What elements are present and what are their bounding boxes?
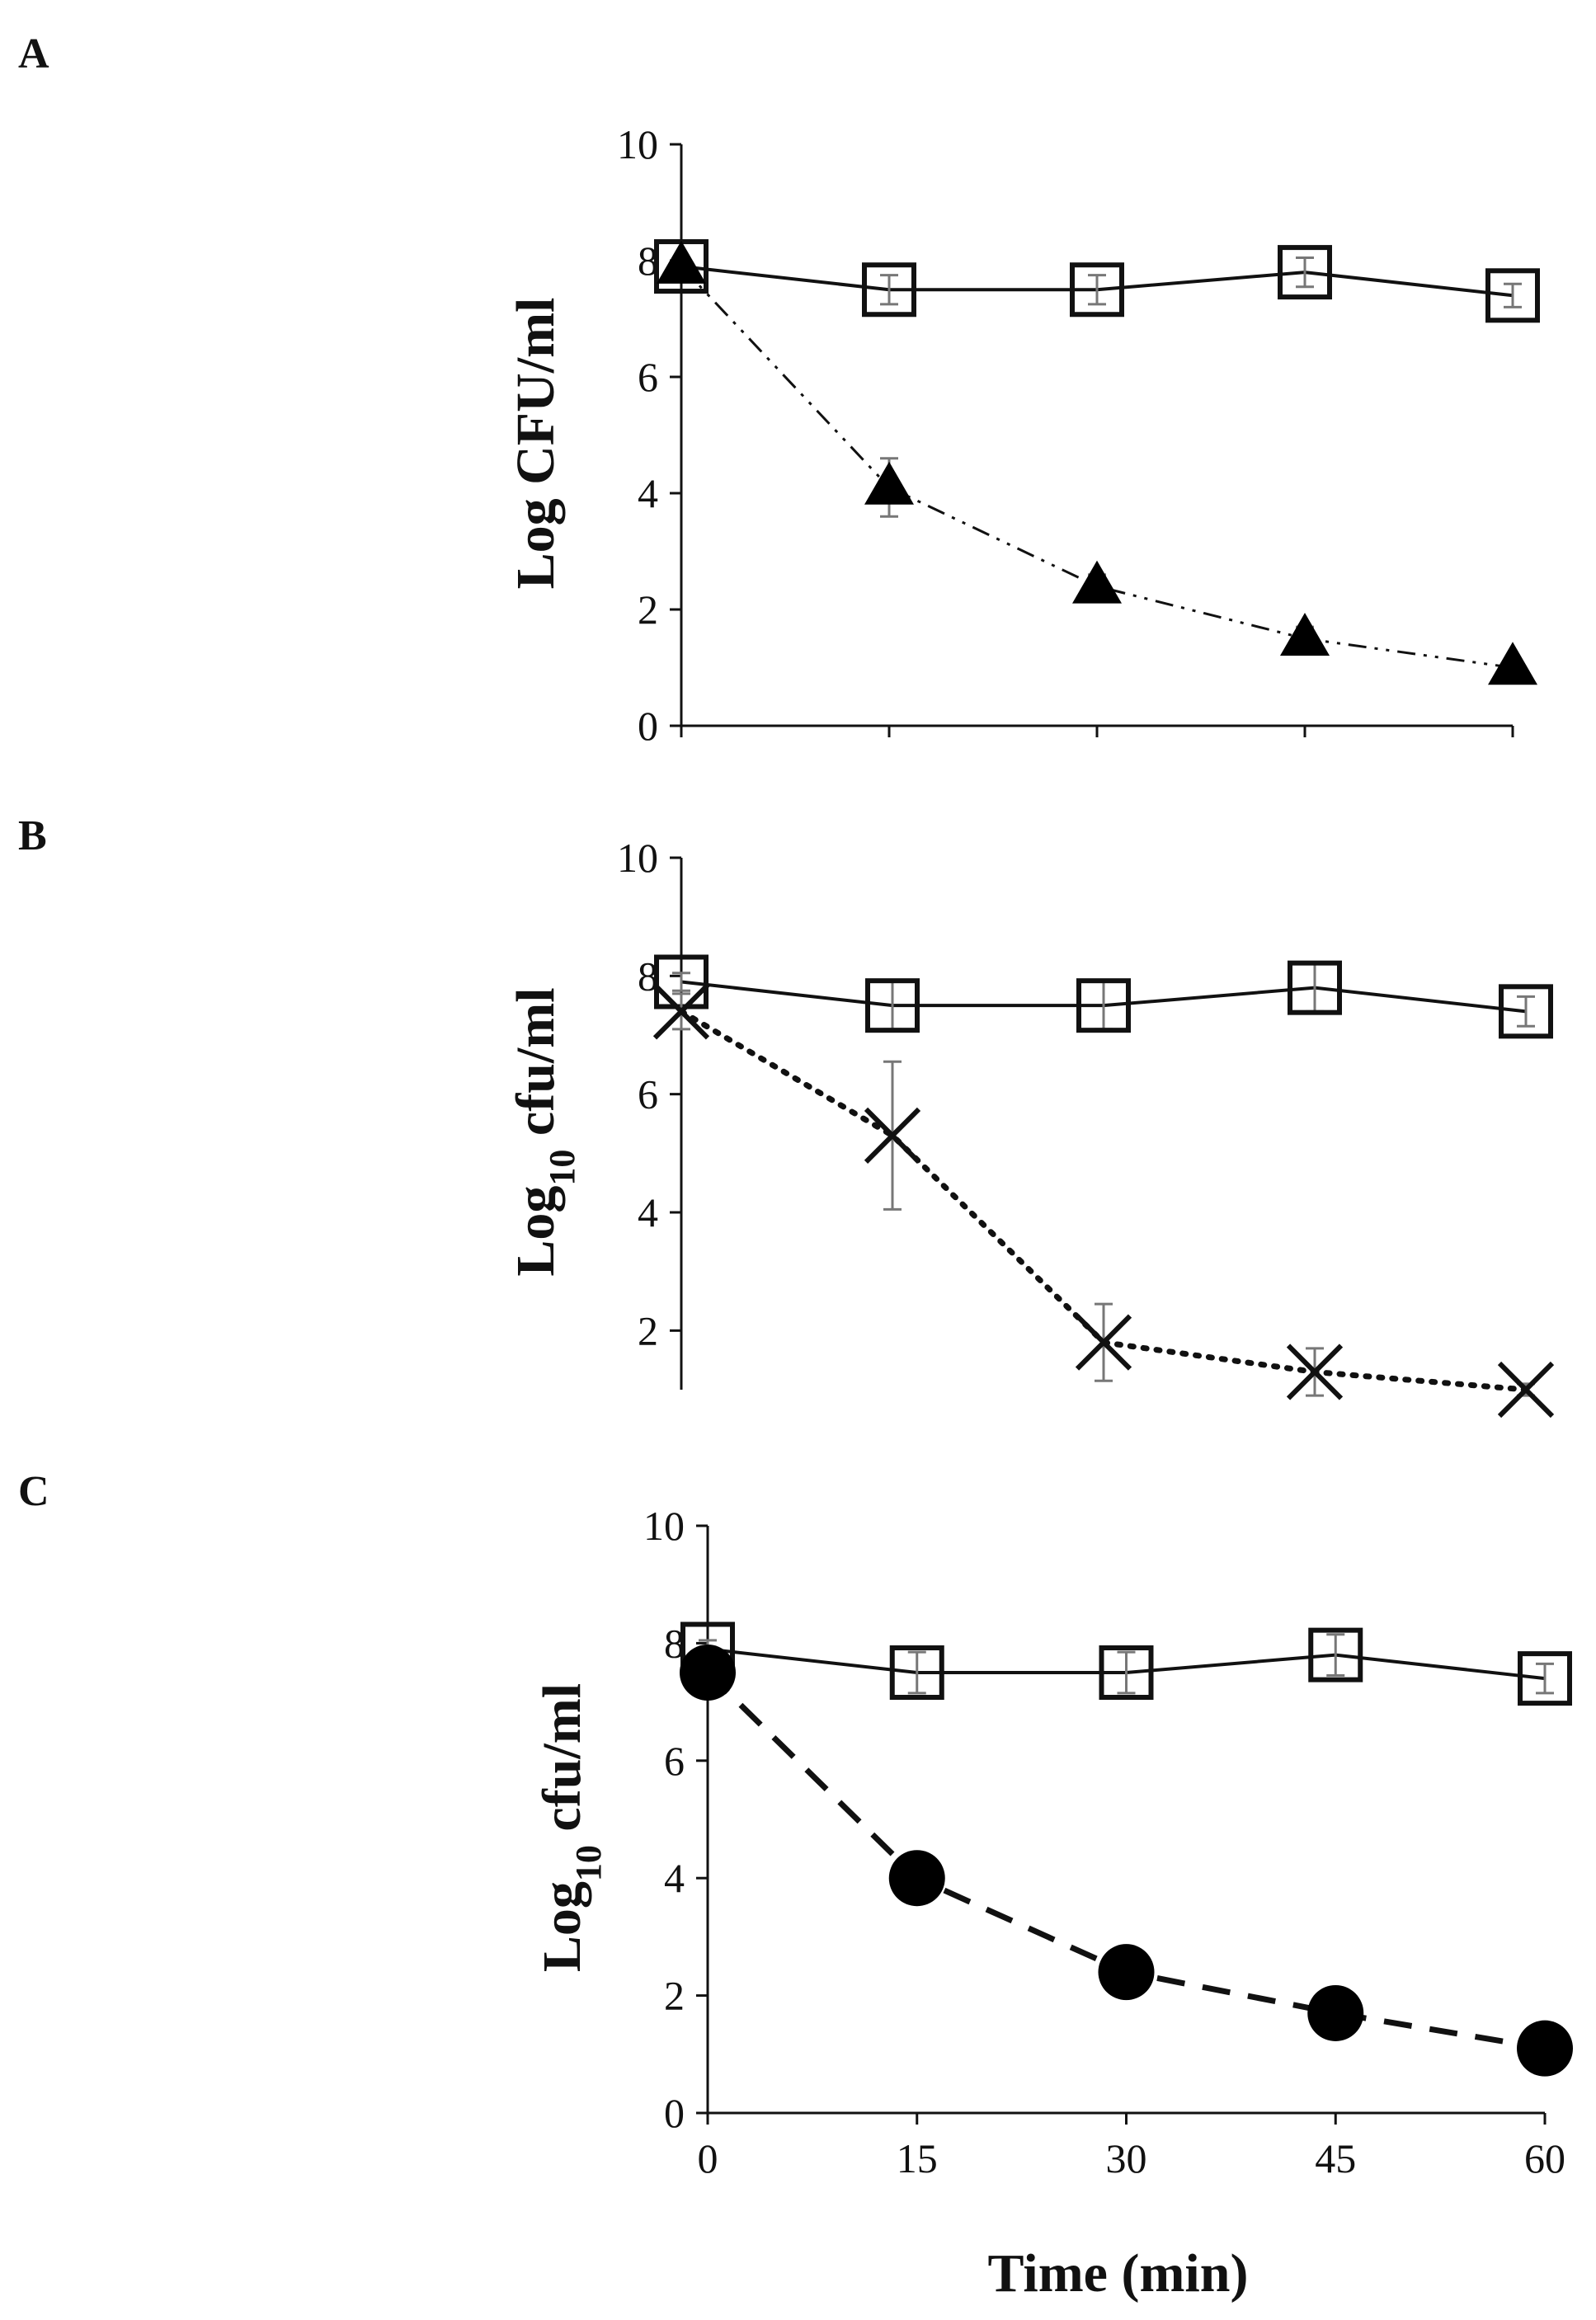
data-point-x xyxy=(1497,1361,1555,1419)
data-point-x xyxy=(1075,1314,1132,1371)
series-open-square xyxy=(680,1621,1572,1706)
data-point-circle xyxy=(888,1850,945,1907)
y-tick-label: 4 xyxy=(638,470,658,516)
data-point-square xyxy=(865,978,920,1033)
x-axis-label: Time (min) xyxy=(988,2243,1249,2304)
x-tick-label: 15 xyxy=(897,2135,938,2181)
y-axis-label-unit: cfu/ml xyxy=(506,987,566,1149)
data-point-square xyxy=(1499,984,1553,1039)
y-axis-label-subscript: 10 xyxy=(568,1845,609,1881)
panel-letter: B xyxy=(18,812,47,859)
y-tick-label: 10 xyxy=(617,121,658,167)
data-point-square xyxy=(1518,1651,1572,1706)
y-axis-label: Log10 cfu/ml xyxy=(506,987,582,1276)
y-axis-label-unit: cfu/ml xyxy=(532,1683,592,1845)
series-line xyxy=(680,266,1514,669)
y-axis-label-main: Log xyxy=(506,1186,566,1277)
y-tick-label: 2 xyxy=(664,1973,685,2019)
y-axis-label: Log CFU/ml xyxy=(506,298,566,590)
y-tick-label: 10 xyxy=(617,835,658,881)
y-axis-label-subscript: 10 xyxy=(542,1150,582,1186)
x-tick-label: 60 xyxy=(1524,2135,1565,2181)
data-point-square xyxy=(889,1645,944,1700)
series-open-square xyxy=(654,954,1553,1039)
data-point-x xyxy=(652,983,710,1040)
data-point-triangle xyxy=(657,240,706,284)
data-point-triangle xyxy=(864,461,914,505)
y-tick-label: 6 xyxy=(638,1071,658,1118)
data-point-circle xyxy=(680,1645,736,1701)
x-tick-label: 45 xyxy=(1315,2135,1356,2181)
series-filled-circle xyxy=(680,1645,1573,2077)
data-point-triangle xyxy=(1072,560,1122,604)
y-axis-label: Log10 cfu/ml xyxy=(532,1683,609,1972)
series-x xyxy=(652,983,1555,1419)
y-tick-label: 0 xyxy=(638,703,658,749)
y-tick-label: 4 xyxy=(664,1855,685,1901)
data-point-square xyxy=(1278,245,1332,300)
series-open-square xyxy=(654,239,1540,323)
data-point-square xyxy=(1485,268,1540,323)
data-point-triangle xyxy=(1488,642,1537,685)
panel-letter: A xyxy=(18,31,49,78)
data-point-circle xyxy=(1517,2020,1573,2077)
data-point-square xyxy=(1099,1645,1154,1700)
x-tick-label: 0 xyxy=(698,2135,718,2181)
data-point-square xyxy=(862,262,916,318)
data-point-triangle xyxy=(1280,613,1330,656)
data-point-circle xyxy=(1307,1984,1364,2041)
data-point-circle xyxy=(1098,1944,1155,2001)
data-point-square xyxy=(1076,978,1131,1033)
y-tick-label: 6 xyxy=(664,1738,685,1784)
x-tick-label: 30 xyxy=(1106,2135,1147,2181)
y-tick-label: 2 xyxy=(638,1307,658,1353)
data-point-square xyxy=(1288,960,1342,1015)
y-tick-label: 10 xyxy=(643,1503,685,1549)
data-point-square xyxy=(1070,262,1124,318)
y-axis-label-main: Log xyxy=(532,1881,592,1972)
y-tick-label: 0 xyxy=(664,2090,685,2136)
y-tick-label: 4 xyxy=(638,1189,658,1235)
data-point-x xyxy=(864,1107,921,1164)
series-filled-triangle xyxy=(657,240,1537,685)
y-tick-label: 6 xyxy=(638,354,658,400)
data-point-square xyxy=(1308,1627,1363,1682)
data-point-x xyxy=(1286,1344,1344,1400)
y-tick-label: 2 xyxy=(638,586,658,633)
panel-letter: C xyxy=(18,1468,49,1515)
